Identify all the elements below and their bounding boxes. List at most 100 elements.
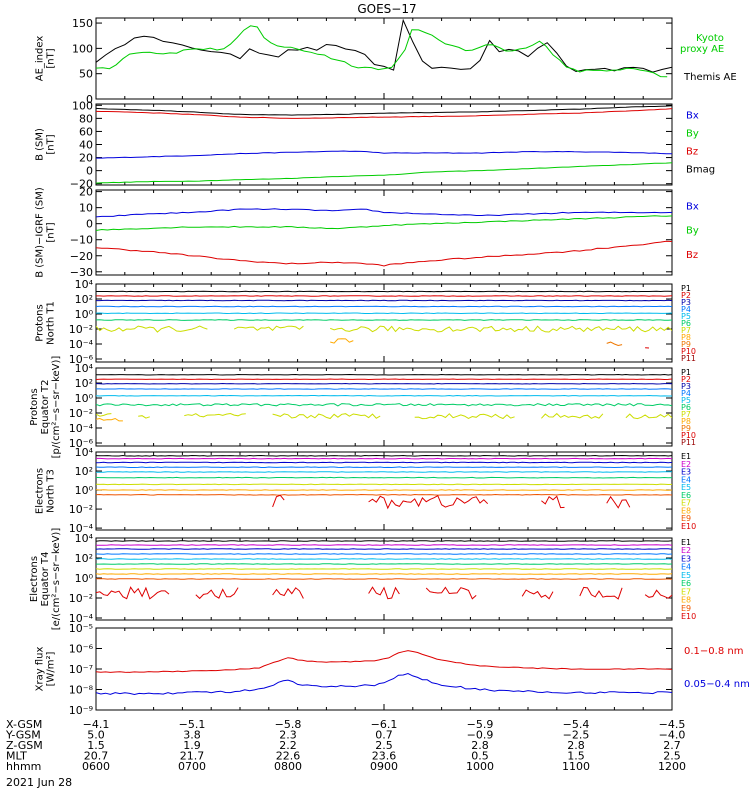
legend-entry: E10 — [681, 522, 696, 531]
panel-p_t2: 10⁴ 10² 10⁰ 10⁻² 10⁻⁴ 10⁻⁶ Protons Equator T2 [p… — [29, 356, 696, 459]
series-line-by — [96, 162, 672, 184]
series-line-p3 — [96, 382, 672, 385]
ephemeris-label: MLT — [6, 750, 27, 763]
legend-entry: E7 — [681, 499, 691, 508]
series-line-e4 — [96, 553, 672, 555]
ephemeris-value: −4.1 — [83, 718, 110, 731]
y-tick-label: 0 — [86, 93, 93, 106]
series-line-e7 — [96, 568, 672, 570]
ephemeris-value: 0600 — [82, 760, 110, 773]
ephemeris-value: 3.8 — [183, 729, 201, 742]
y-axis-label: [nT] — [46, 134, 57, 154]
ephemeris-value: 21.7 — [180, 750, 205, 763]
ephemeris-value: 0.7 — [375, 729, 393, 742]
ephemeris-value: −5.4 — [563, 718, 590, 731]
panel-frame — [95, 451, 673, 531]
legend: Bx By Bz — [686, 201, 699, 261]
legend-entry: By — [686, 128, 699, 139]
plot-title: GOES−17 — [357, 2, 416, 16]
series-line-e1 — [96, 454, 672, 457]
series-line-themis-ae — [96, 18, 672, 73]
ephemeris-value: 20.7 — [84, 750, 109, 763]
ephemeris-value: 2.2 — [279, 739, 297, 752]
legend-entry: E9 — [681, 604, 691, 613]
ephemeris-value: 2.8 — [471, 739, 489, 752]
legend-entry: 0.1−0.8 nm — [684, 646, 743, 657]
series-line-bx — [96, 150, 672, 159]
series-line-e5 — [96, 558, 672, 560]
legend-entry: E1 — [681, 538, 691, 547]
series-line-e8 — [96, 573, 672, 575]
ephemeris-value: 5.0 — [87, 729, 105, 742]
y-tick-label: 10² — [75, 377, 93, 390]
y-tick-label: 10² — [75, 552, 93, 565]
y-tick-label: 10⁻⁶ — [69, 437, 94, 450]
ephemeris-value: −6.1 — [371, 718, 398, 731]
legend-entry: E3 — [681, 468, 691, 477]
legend-entry: E7 — [681, 587, 691, 596]
legend-entry: P6 — [681, 403, 691, 412]
y-tick-label: 150 — [72, 17, 93, 30]
legend-entry: Bx — [686, 110, 699, 121]
ephemeris-value: −4.5 — [659, 718, 686, 731]
series-line-p9 — [606, 341, 623, 347]
y-tick-label: 100 — [72, 99, 93, 112]
series-line-e6 — [96, 563, 672, 565]
legend-entry: E2 — [681, 460, 691, 469]
legend-entry: E10 — [681, 612, 696, 621]
panel-frame — [95, 103, 673, 186]
y-tick-label: 10⁴ — [75, 446, 94, 459]
series-line-p1 — [96, 373, 672, 376]
legend-entry: Themis AE — [683, 72, 737, 83]
y-tick-label: 50 — [79, 68, 93, 81]
y-tick-label: 10⁻⁹ — [69, 704, 93, 717]
ephemeris-label: X-GSM — [6, 718, 42, 731]
ephemeris-value: 1.5 — [567, 750, 585, 763]
y-tick-label: 10⁻⁵ — [69, 622, 93, 635]
legend-entry: P2 — [681, 375, 691, 384]
series-group — [96, 105, 672, 184]
panel-frame — [95, 17, 673, 100]
legend: 0.1−0.8 nm 0.05−0.4 nm — [684, 646, 750, 690]
series-line-e2 — [96, 457, 672, 460]
legend-entry: P9 — [681, 424, 691, 433]
series-line-e5 — [96, 471, 672, 473]
y-tick-label: −30 — [70, 266, 93, 279]
ephemeris-value: 0800 — [274, 760, 302, 773]
series-line-e3 — [96, 461, 672, 464]
y-tick-label: 0 — [86, 165, 93, 178]
legend-entry: P10 — [681, 347, 696, 356]
ephemeris-value: 0700 — [178, 760, 206, 773]
y-tick-label: 10⁰ — [75, 484, 94, 497]
ephemeris-value: 0900 — [370, 760, 398, 773]
legend-entry: P2 — [681, 291, 691, 300]
series-group — [96, 290, 672, 349]
series-line-e3 — [96, 548, 672, 550]
ephemeris-value: 1000 — [466, 760, 494, 773]
y-axis-label: Protons — [29, 388, 40, 425]
ephemeris-value: 22.6 — [276, 750, 301, 763]
panel-xray: 10⁻⁵ 10⁻⁶ 10⁻⁷ 10⁻⁸ 10⁻⁹ Xray flux [W/m²] 0.1−0… — [35, 622, 750, 717]
ephemeris-value: 2.5 — [375, 739, 393, 752]
legend-entry: P4 — [681, 305, 691, 314]
ephemeris-value: −2.5 — [563, 729, 590, 742]
series-line-bz — [96, 108, 672, 119]
panel-p_t1: 10⁴ 10² 10⁰ 10⁻² 10⁻⁴ 10⁻⁶ Protons North T1 P1P2… — [35, 278, 697, 366]
legend-entry: P7 — [681, 326, 691, 335]
series-line-kyoto-proxy-ae — [96, 25, 668, 78]
legend-entry: P3 — [681, 382, 691, 391]
y-tick-label: 10⁻² — [69, 592, 93, 605]
y-tick-label: 10⁻⁸ — [69, 684, 94, 697]
legend-entry: proxy AE — [680, 44, 724, 55]
y-tick-label: −20 — [70, 250, 93, 263]
legend-entry: P1 — [681, 368, 691, 377]
ephemeris-footer: X-GSM −4.1 −5.1 −5.8 −6.1 −5.9 −5.4 −4.5 Y-GSM 5.… — [5, 718, 686, 773]
y-tick-label: 10⁻⁴ — [69, 422, 94, 435]
ephemeris-value: 2.8 — [567, 739, 585, 752]
y-axis-label: Equator T2 — [40, 380, 51, 435]
